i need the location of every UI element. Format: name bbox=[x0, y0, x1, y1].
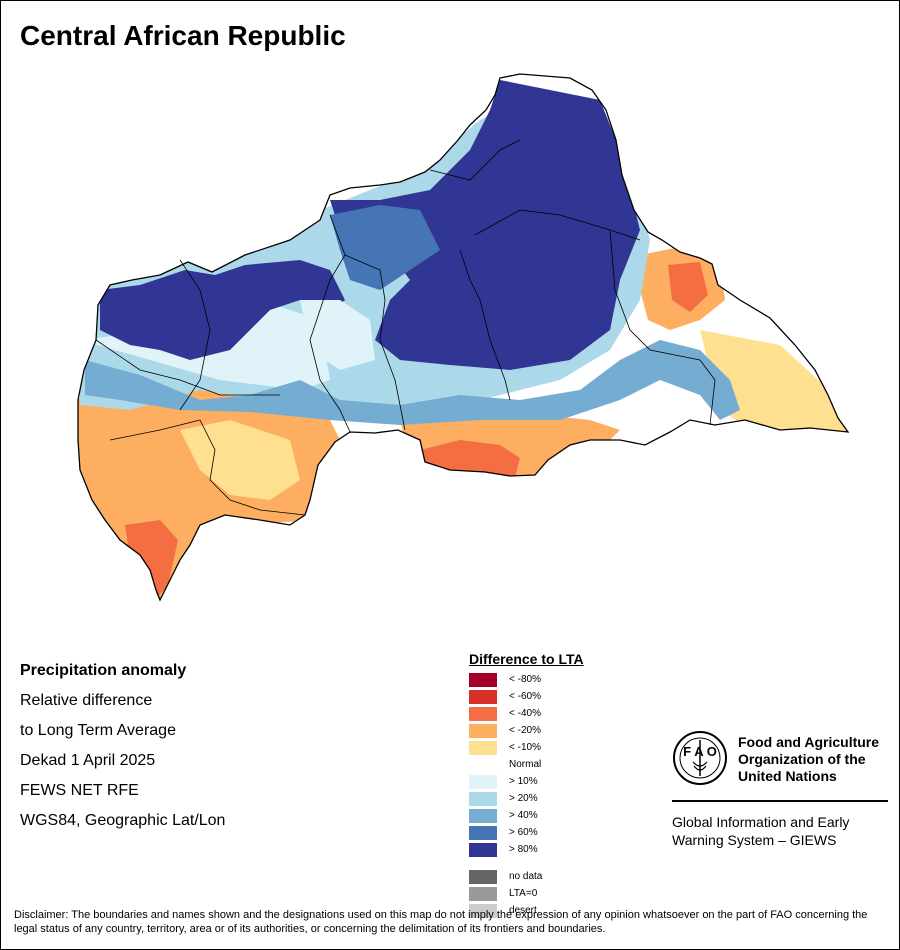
legend-item: desert bbox=[469, 902, 649, 919]
legend-label: > 80% bbox=[509, 844, 538, 855]
legend-swatch bbox=[469, 740, 497, 755]
legend-item: > 20% bbox=[469, 790, 649, 807]
info-line: Relative difference bbox=[20, 692, 153, 709]
legend-swatch bbox=[469, 842, 497, 857]
info-line: to Long Term Average bbox=[20, 722, 176, 739]
legend-item: > 60% bbox=[469, 824, 649, 841]
info-line: FEWS NET RFE bbox=[20, 782, 139, 799]
disclaimer: Disclaimer: The boundaries and names sho… bbox=[14, 909, 868, 935]
org-name: Food and Agriculture Organization of the… bbox=[738, 734, 880, 784]
info-line: WGS84, Geographic Lat/Lon bbox=[20, 812, 226, 829]
legend-swatch bbox=[469, 689, 497, 704]
legend-label: desert bbox=[509, 905, 537, 916]
legend-swatch bbox=[469, 774, 497, 789]
anomaly-raster bbox=[78, 74, 848, 600]
legend-label: < -60% bbox=[509, 691, 541, 702]
legend-label: < -20% bbox=[509, 725, 541, 736]
legend-label: LTA=0 bbox=[509, 888, 538, 899]
legend-item: < -60% bbox=[469, 688, 649, 705]
legend-item: LTA=0 bbox=[469, 885, 649, 902]
giews-label: Global Information and Early Warning Sys… bbox=[672, 814, 850, 848]
legend-title: Difference to LTA bbox=[469, 651, 584, 667]
legend: Difference to LTA < -80% < -60% < -40% <… bbox=[469, 651, 649, 919]
deficit-zone-east-core bbox=[668, 262, 708, 312]
surplus-zone-high bbox=[330, 205, 440, 290]
legend-item: < -10% bbox=[469, 739, 649, 756]
legend-label: > 20% bbox=[509, 793, 538, 804]
legend-item: > 40% bbox=[469, 807, 649, 824]
map-info: Precipitation anomaly Relative differenc… bbox=[20, 656, 225, 836]
map-title: Central African Republic bbox=[20, 20, 346, 51]
legend-swatch bbox=[469, 791, 497, 806]
info-line: Dekad 1 April 2025 bbox=[20, 752, 156, 769]
anomaly-map bbox=[77, 73, 849, 601]
fao-emblem-icon: F A O bbox=[673, 731, 727, 785]
surplus-zone-very-high bbox=[330, 80, 640, 370]
legend-item: > 10% bbox=[469, 773, 649, 790]
legend-item: > 80% bbox=[469, 841, 649, 858]
legend-item: no data bbox=[469, 868, 649, 885]
legend-swatch bbox=[469, 672, 497, 687]
legend-label: > 60% bbox=[509, 827, 538, 838]
admin-boundaries bbox=[95, 139, 716, 516]
legend-label: no data bbox=[509, 871, 543, 882]
legend-label: > 40% bbox=[509, 810, 538, 821]
legend-label: > 10% bbox=[509, 776, 538, 787]
legend-swatch bbox=[469, 886, 497, 901]
deficit-zone-southwest-core bbox=[125, 520, 178, 600]
surplus-zone-pale-centre bbox=[300, 300, 375, 370]
legend-label: < -10% bbox=[509, 742, 541, 753]
legend-swatch bbox=[469, 869, 497, 884]
legend-swatch bbox=[469, 825, 497, 840]
info-heading: Precipitation anomaly bbox=[20, 662, 187, 679]
legend-item: < -80% bbox=[469, 671, 649, 688]
legend-swatch bbox=[469, 808, 497, 823]
legend-label: < -40% bbox=[509, 708, 541, 719]
legend-item: < -40% bbox=[469, 705, 649, 722]
legend-swatch bbox=[469, 903, 497, 918]
legend-swatch bbox=[469, 706, 497, 721]
legend-normal-label: Normal bbox=[509, 759, 542, 770]
legend-item: < -20% bbox=[469, 722, 649, 739]
surplus-zone-medium bbox=[85, 340, 740, 425]
legend-label: < -80% bbox=[509, 674, 541, 685]
legend-swatch bbox=[469, 723, 497, 738]
surplus-zone-very-high-west bbox=[100, 260, 345, 360]
